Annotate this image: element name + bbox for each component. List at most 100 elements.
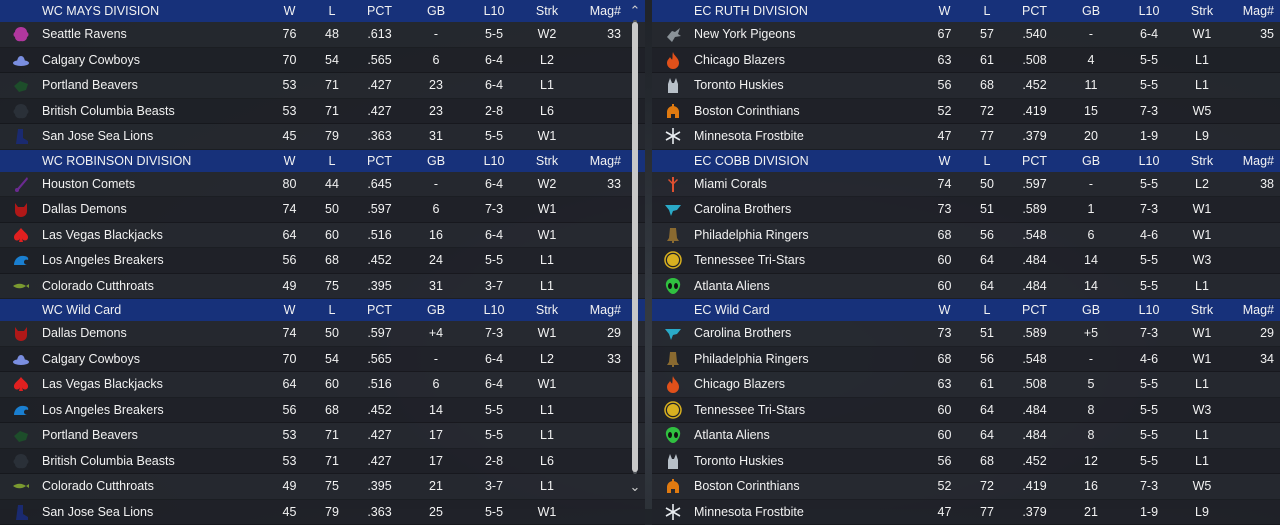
col-header-gb[interactable]: GB — [1062, 4, 1120, 18]
team-name-link[interactable]: New York Pigeons — [694, 27, 922, 41]
col-header-l10[interactable]: L10 — [1120, 303, 1178, 317]
team-name-link[interactable]: Minnesota Frostbite — [694, 505, 922, 519]
col-header-mag[interactable]: Mag# — [1226, 154, 1280, 168]
team-name-link[interactable]: Houston Comets — [42, 177, 267, 191]
team-name-link[interactable]: Calgary Cowboys — [42, 352, 267, 366]
team-name-link[interactable]: Boston Corinthians — [694, 104, 922, 118]
col-header-l10[interactable]: L10 — [465, 154, 523, 168]
team-name-link[interactable]: Atlanta Aliens — [694, 428, 922, 442]
col-header-gb[interactable]: GB — [407, 154, 465, 168]
team-name-link[interactable]: Colorado Cutthroats — [42, 479, 267, 493]
team-name-link[interactable]: Tennessee Tri-Stars — [694, 253, 922, 267]
col-header-pct[interactable]: PCT — [352, 154, 407, 168]
col-header-strk[interactable]: Strk — [523, 4, 571, 18]
col-header-w[interactable]: W — [922, 303, 967, 317]
team-name-link[interactable]: Tennessee Tri-Stars — [694, 403, 922, 417]
col-header-strk[interactable]: Strk — [1178, 154, 1226, 168]
col-header-l10[interactable]: L10 — [1120, 4, 1178, 18]
col-header-pct[interactable]: PCT — [1007, 4, 1062, 18]
col-header-l10[interactable]: L10 — [465, 4, 523, 18]
team-name-link[interactable]: Las Vegas Blackjacks — [42, 377, 267, 391]
team-name-link[interactable]: Chicago Blazers — [694, 377, 922, 391]
team-name-link[interactable]: Toronto Huskies — [694, 454, 922, 468]
team-name-link[interactable]: Toronto Huskies — [694, 78, 922, 92]
team-name-link[interactable]: British Columbia Beasts — [42, 104, 267, 118]
col-header-l[interactable]: L — [312, 4, 352, 18]
col-header-pct[interactable]: PCT — [1007, 303, 1062, 317]
col-header-gb[interactable]: GB — [407, 4, 465, 18]
col-header-l[interactable]: L — [967, 154, 1007, 168]
team-name-link[interactable]: San Jose Sea Lions — [42, 505, 267, 519]
team-name-link[interactable]: Carolina Brothers — [694, 202, 922, 216]
col-header-strk[interactable]: Strk — [523, 303, 571, 317]
team-name-link[interactable]: Portland Beavers — [42, 428, 267, 442]
team-name-link[interactable]: Boston Corinthians — [694, 479, 922, 493]
team-name-link[interactable]: Minnesota Frostbite — [694, 129, 922, 143]
team-name-link[interactable]: Portland Beavers — [42, 78, 267, 92]
col-header-gb[interactable]: GB — [1062, 154, 1120, 168]
scroll-thumb[interactable] — [632, 22, 638, 472]
col-header-pct[interactable]: PCT — [1007, 154, 1062, 168]
col-header-l10[interactable]: L10 — [1120, 154, 1178, 168]
col-header-w[interactable]: W — [267, 154, 312, 168]
col-header-gb[interactable]: GB — [407, 303, 465, 317]
col-header-l10[interactable]: L10 — [465, 303, 523, 317]
vertical-scrollbar[interactable]: ⌃ ⌄ — [627, 0, 643, 500]
col-header-w[interactable]: W — [267, 303, 312, 317]
team-name-link[interactable]: Los Angeles Breakers — [42, 403, 267, 417]
col-header-strk[interactable]: Strk — [1178, 303, 1226, 317]
col-header-pct[interactable]: PCT — [352, 303, 407, 317]
col-header-pct[interactable]: PCT — [352, 4, 407, 18]
team-name-link[interactable]: Colorado Cutthroats — [42, 279, 267, 293]
col-header-strk[interactable]: Strk — [1178, 4, 1226, 18]
col-header-mag[interactable]: Mag# — [1226, 303, 1280, 317]
team-name-link[interactable]: Los Angeles Breakers — [42, 253, 267, 267]
team-name-link[interactable]: San Jose Sea Lions — [42, 129, 267, 143]
col-header-w[interactable]: W — [267, 4, 312, 18]
team-name-link[interactable]: Chicago Blazers — [694, 53, 922, 67]
col-header-gb[interactable]: GB — [1062, 303, 1120, 317]
scroll-down-icon[interactable]: ⌄ — [627, 480, 643, 494]
team-name-link[interactable]: Philadelphia Ringers — [694, 352, 922, 366]
team-name-link[interactable]: Atlanta Aliens — [694, 279, 922, 293]
col-header-l[interactable]: L — [967, 4, 1007, 18]
col-header-strk[interactable]: Strk — [523, 154, 571, 168]
col-header-mag[interactable]: Mag# — [1226, 4, 1280, 18]
col-header-w[interactable]: W — [922, 4, 967, 18]
team-name-link[interactable]: Miami Corals — [694, 177, 922, 191]
team-name-link[interactable]: Dallas Demons — [42, 326, 267, 340]
team-name-link[interactable]: Las Vegas Blackjacks — [42, 228, 267, 242]
